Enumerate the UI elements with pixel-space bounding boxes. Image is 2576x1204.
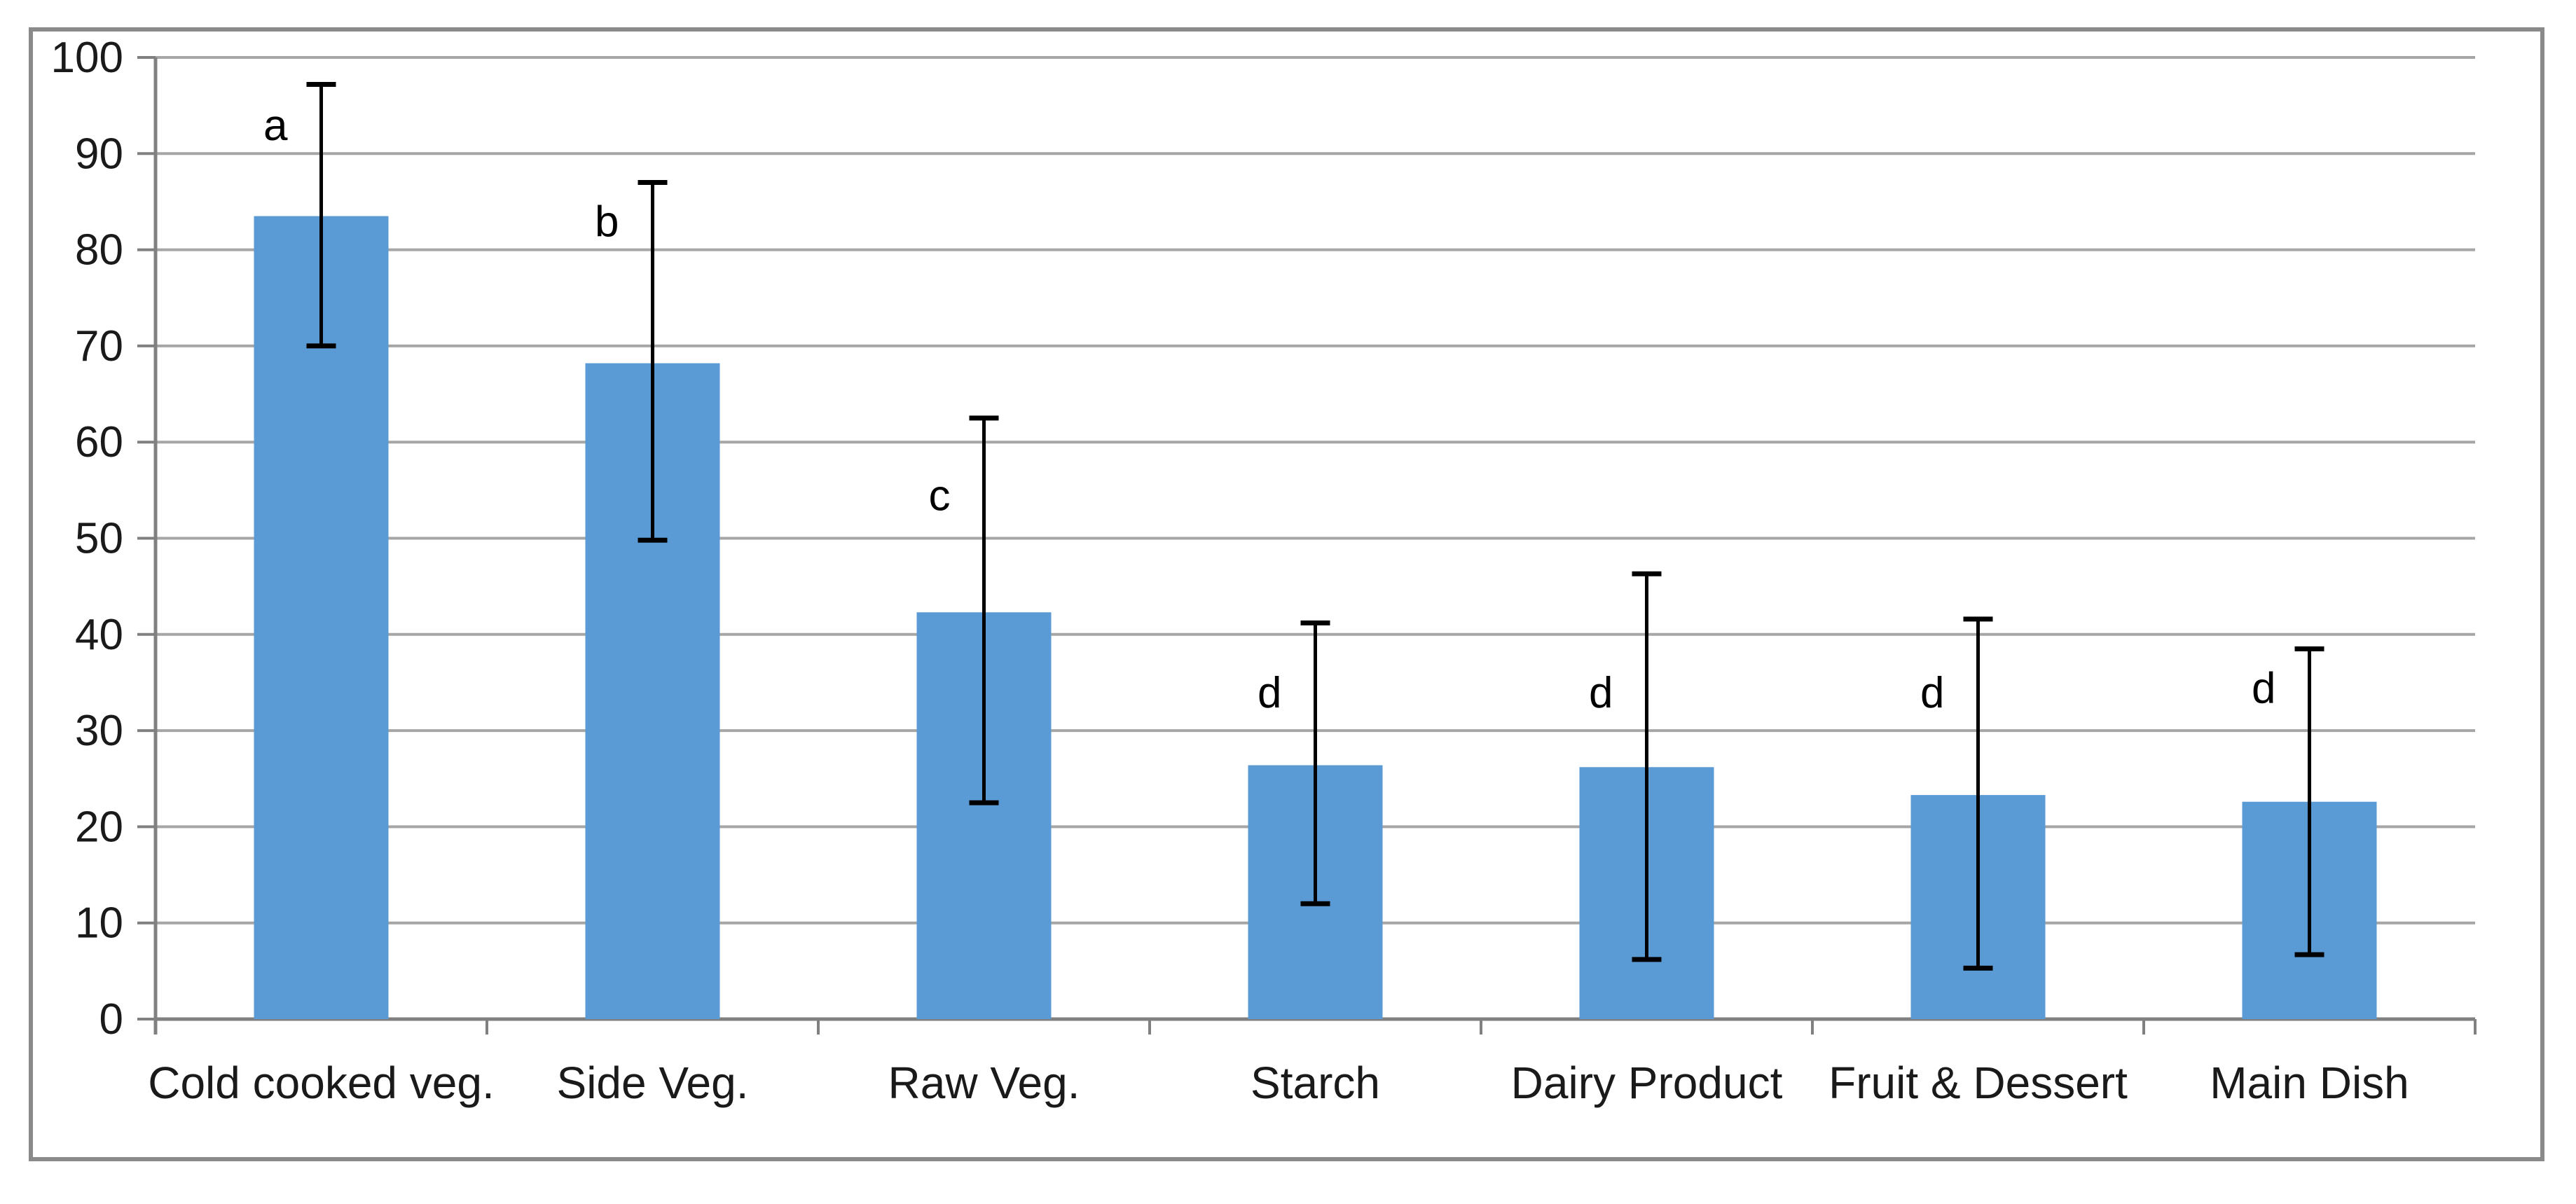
significance-letter-1: b xyxy=(595,198,619,246)
category-label-3: Starch xyxy=(1251,1058,1380,1108)
y-tick-label-20: 20 xyxy=(75,803,123,851)
y-tick-label-30: 30 xyxy=(75,707,123,755)
significance-letter-5: d xyxy=(1920,669,1944,717)
significance-letter-6: d xyxy=(2252,664,2275,712)
category-label-2: Raw Veg. xyxy=(888,1058,1080,1108)
category-label-0: Cold cooked veg. xyxy=(148,1058,495,1108)
category-label-1: Side Veg. xyxy=(557,1058,749,1108)
y-tick-label-80: 80 xyxy=(75,226,123,275)
category-label-5: Fruit & Dessert xyxy=(1828,1058,2128,1108)
significance-letter-3: d xyxy=(1258,669,1281,717)
y-tick-label-90: 90 xyxy=(75,130,123,178)
y-tick-label-70: 70 xyxy=(75,322,123,371)
y-tick-label-10: 10 xyxy=(75,899,123,948)
bar-0[interactable] xyxy=(254,216,389,1019)
y-tick-label-100: 100 xyxy=(51,34,123,82)
category-label-4: Dairy Product xyxy=(1511,1058,1783,1108)
y-tick-label-50: 50 xyxy=(75,515,123,563)
category-label-6: Main Dish xyxy=(2210,1058,2409,1108)
y-tick-label-0: 0 xyxy=(99,995,123,1044)
significance-letter-0: a xyxy=(263,102,288,150)
y-tick-label-60: 60 xyxy=(75,418,123,466)
y-tick-label-40: 40 xyxy=(75,611,123,659)
significance-letter-4: d xyxy=(1589,669,1613,717)
significance-letter-2: c xyxy=(929,472,951,520)
